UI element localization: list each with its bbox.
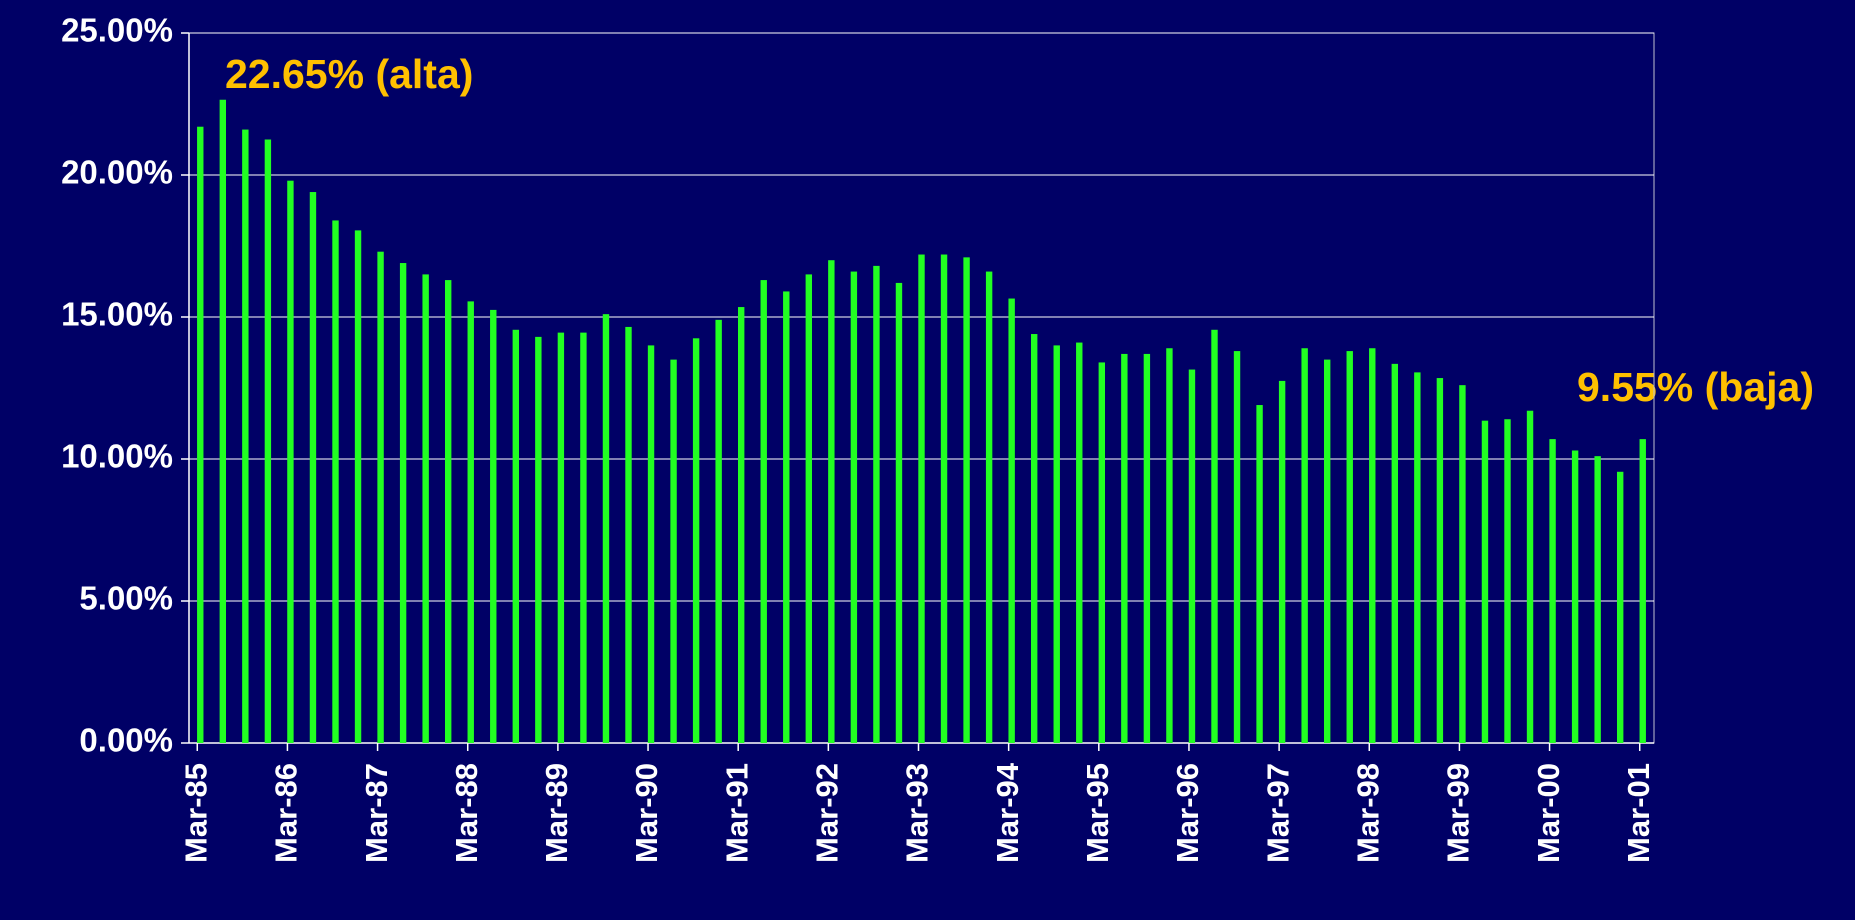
bar	[783, 291, 790, 743]
bar	[1076, 342, 1083, 743]
bar	[940, 254, 948, 743]
bar	[1526, 410, 1534, 743]
bar	[985, 271, 993, 743]
y-tick-label: 15.00%	[61, 296, 173, 333]
bar	[1369, 348, 1376, 743]
bar	[1323, 359, 1331, 743]
x-tick-label: Mar-93	[900, 763, 935, 863]
bar	[580, 332, 587, 743]
x-tick-label: Mar-87	[359, 763, 394, 863]
y-tick-label: 20.00%	[61, 154, 173, 191]
bar	[1278, 380, 1286, 743]
bar	[1188, 369, 1196, 743]
x-tick-label: Mar-96	[1170, 763, 1205, 863]
bar	[1414, 372, 1421, 743]
bar	[444, 280, 452, 743]
x-tick-label: Mar-94	[990, 762, 1025, 863]
bar	[647, 345, 655, 743]
bar	[422, 274, 429, 743]
bar	[963, 257, 970, 743]
bar	[1594, 456, 1601, 743]
x-tick-label: Mar-98	[1350, 763, 1385, 863]
bar	[242, 129, 249, 743]
x-tick-label: Mar-91	[719, 763, 754, 863]
bar	[535, 336, 542, 743]
bar	[1053, 345, 1060, 743]
bar	[1301, 348, 1308, 743]
y-tick-label: 0.00%	[79, 722, 173, 759]
bar	[1346, 351, 1353, 743]
bar	[1233, 351, 1241, 743]
bar	[1459, 385, 1466, 743]
y-tick-label: 5.00%	[79, 580, 173, 617]
bar	[1121, 353, 1128, 743]
x-tick-label: Mar-01	[1621, 763, 1656, 863]
bar	[557, 332, 565, 743]
bar	[1256, 405, 1263, 743]
x-tick-label: Mar-90	[629, 763, 664, 863]
x-tick-label: Mar-97	[1260, 763, 1295, 863]
bar	[1166, 348, 1173, 743]
x-tick-label: Mar-92	[810, 763, 845, 863]
x-tick-label: Mar-99	[1441, 763, 1476, 863]
bar	[1639, 439, 1646, 743]
bar	[895, 282, 903, 743]
bar	[602, 314, 610, 743]
bar	[219, 99, 227, 744]
bar	[692, 338, 700, 743]
bar	[1008, 298, 1015, 743]
bar	[1616, 471, 1624, 743]
x-tick-label: Mar-00	[1531, 763, 1566, 863]
bar	[332, 220, 339, 743]
x-tick-label: Mar-95	[1080, 763, 1115, 863]
bar	[490, 309, 497, 743]
bar	[625, 326, 632, 743]
bar	[1549, 439, 1556, 743]
annotation-low: 9.55% (baja)	[1577, 364, 1814, 410]
bar	[918, 254, 925, 743]
y-tick-label: 25.00%	[61, 12, 173, 49]
y-tick-label: 10.00%	[61, 438, 173, 475]
bar	[715, 319, 722, 743]
bar	[287, 180, 294, 743]
x-tick-label: Mar-86	[269, 763, 304, 863]
bar	[1098, 362, 1106, 743]
x-tick-label: Mar-88	[449, 763, 484, 863]
bar	[1030, 334, 1038, 743]
x-tick-label: Mar-89	[539, 763, 574, 863]
bar	[1143, 353, 1151, 743]
bar	[309, 192, 317, 744]
bar	[1211, 329, 1218, 743]
bar	[760, 280, 767, 743]
bar	[1391, 363, 1399, 743]
x-tick-label: Mar-85	[178, 763, 213, 863]
bar	[264, 139, 272, 743]
bar	[512, 329, 520, 743]
bar	[197, 126, 204, 744]
bar	[737, 307, 745, 743]
bar	[1571, 450, 1579, 743]
bar	[1481, 420, 1489, 743]
bar	[467, 301, 474, 743]
bar	[354, 230, 362, 743]
bar	[670, 359, 677, 743]
bar	[850, 271, 858, 743]
bar	[1436, 378, 1444, 743]
bar	[873, 265, 880, 743]
bar	[1504, 419, 1511, 743]
bar	[399, 263, 407, 743]
bar	[828, 260, 835, 743]
bar	[805, 274, 813, 743]
annotation-high: 22.65% (alta)	[225, 51, 473, 97]
bar	[377, 251, 384, 743]
